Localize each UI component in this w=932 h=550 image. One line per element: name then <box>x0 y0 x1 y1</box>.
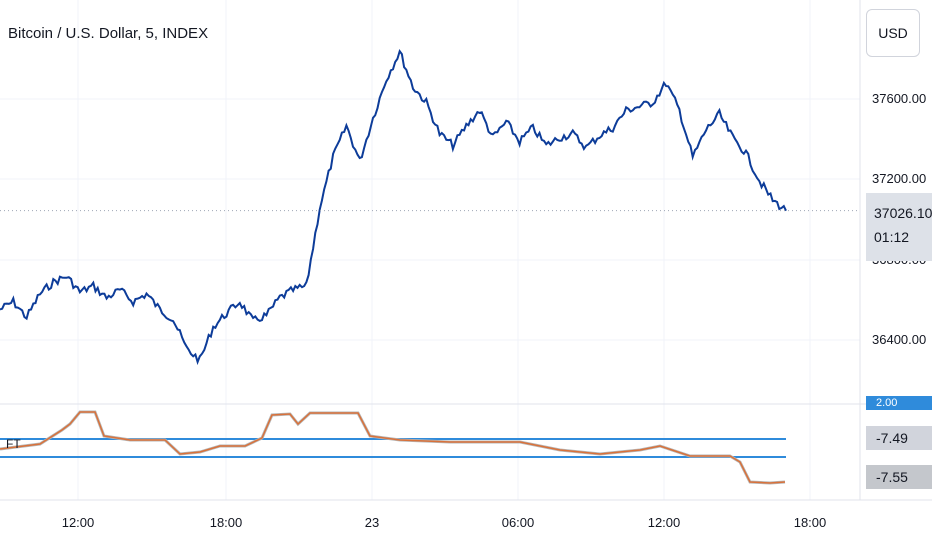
symbol-title: Bitcoin / U.S. Dollar, 5, INDEX <box>8 25 209 42</box>
candle-countdown: 01:12 <box>874 229 910 245</box>
indicator-gray-line <box>0 410 786 485</box>
price-line <box>0 48 787 366</box>
last-price-value: 37026.10 <box>874 205 932 221</box>
indicator-orange-line <box>0 411 786 484</box>
indicator-top-badge: 2.00 <box>866 396 932 410</box>
time-axis-label: 12:00 <box>61 515 95 530</box>
price-axis-label: 37600.00 <box>872 91 927 106</box>
price-axis-label: 36400.00 <box>872 332 927 347</box>
time-axis-label: 12:00 <box>647 515 681 530</box>
price-axis-label: 37200.00 <box>872 171 927 186</box>
indicator-label: FT <box>6 437 21 451</box>
indicator-series <box>0 410 786 485</box>
grid-lines <box>0 0 932 501</box>
time-axis-label: 06:00 <box>501 515 535 530</box>
indicator-value-badge: -7.49 <box>866 426 932 450</box>
currency-button[interactable]: USD <box>866 9 920 57</box>
time-axis-label: 18:00 <box>793 515 827 530</box>
last-price-badge: 37026.10 01:12 <box>866 193 932 261</box>
indicator-value-badge: -7.55 <box>866 465 932 489</box>
price-series <box>0 48 860 366</box>
time-axis-label: 23 <box>364 515 380 530</box>
time-axis-label: 18:00 <box>209 515 243 530</box>
